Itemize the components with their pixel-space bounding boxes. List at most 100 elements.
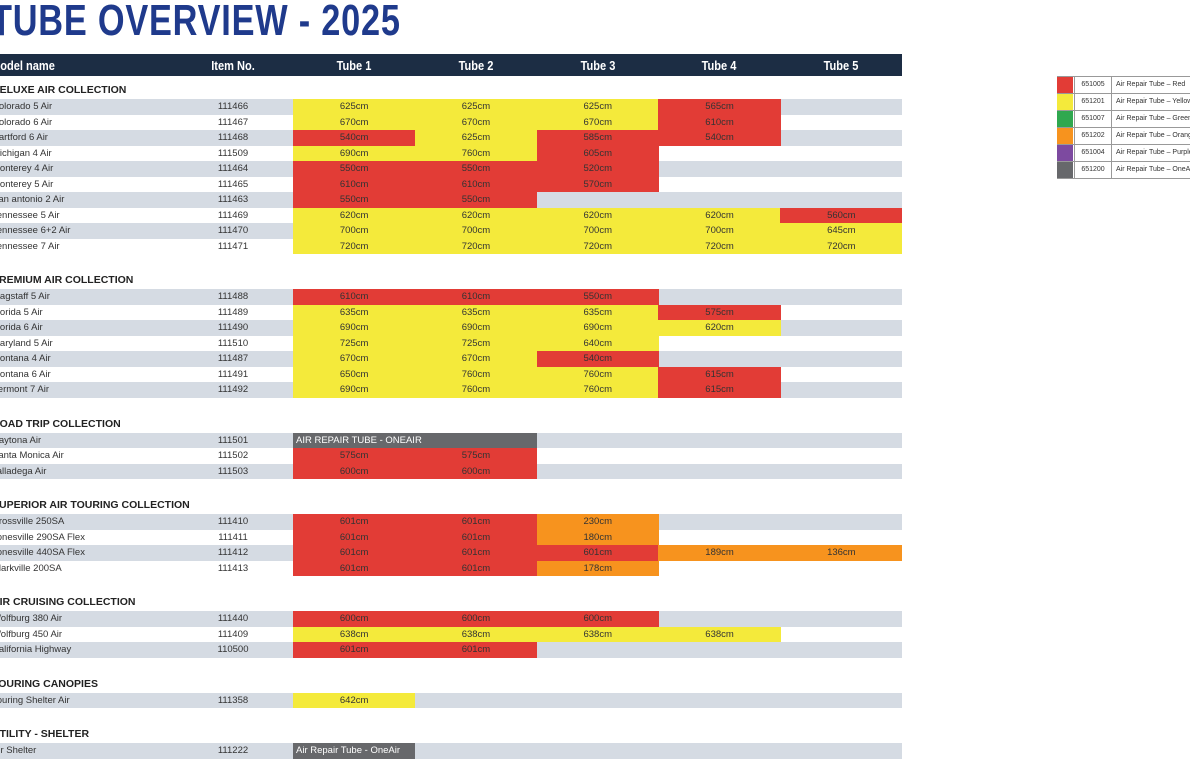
tube-cell: 720cm (780, 238, 903, 254)
row: Tennessee 5 Air111469620cm620cm620cm620c… (0, 207, 903, 223)
model-name: Colorado 5 Air (0, 101, 53, 112)
row: Air Shelter 111222 Air Repair Tube - OneAi… (0, 743, 902, 759)
legend-label: Air Repair Tube – Orange (1116, 132, 1190, 139)
tube-cell: 638cm (293, 626, 416, 642)
legend-row: 651004 Air Repair Tube – Purple (1057, 145, 1190, 162)
tube-cell: 540cm (658, 130, 781, 146)
legend-label: Air Repair Tube – Green (1116, 115, 1190, 122)
legend-label: Air Repair Tube – Purple (1116, 149, 1190, 156)
section: DELUXE AIR COLLECTION Colorado 5 Air 11146… (0, 82, 903, 254)
section-title: AIR CRUISING COLLECTION (0, 596, 136, 608)
model-name: Touring Shelter Air (0, 694, 70, 706)
tube-cell: 635cm (536, 304, 659, 320)
tube-cell: 625cm (536, 99, 659, 115)
item-number: 111468 (217, 132, 249, 143)
section: AIR CRUISING COLLECTION Wolfburg 380 Air 1… (0, 594, 902, 658)
tube-cell (414, 432, 538, 448)
tube-cell: 625cm (414, 99, 538, 115)
model-name: Florida 5 Air (0, 306, 43, 318)
model-name: Michigan 4 Air (0, 147, 52, 159)
model-name: Wolfburg 450 Air (0, 628, 63, 640)
model-name: Hartford 6 Air (0, 132, 48, 143)
tube-cell: 700cm (414, 223, 538, 239)
legend-swatch (1057, 111, 1073, 127)
section: UTILITY - SHELTER Air Shelter 111222 Air Re… (0, 726, 902, 759)
tube-cell: 690cm (293, 145, 416, 161)
tube-cell: 720cm (536, 238, 659, 254)
tube-cell: 550cm (536, 289, 659, 305)
legend-code: 651007 (1074, 111, 1112, 127)
tube-cell: 575cm (293, 448, 416, 464)
tube-cell: 690cm (536, 320, 659, 336)
model-name: Santa Monica Air (0, 450, 64, 461)
tube-cell: 600cm (293, 463, 416, 479)
tube-cell: 178cm (536, 560, 659, 576)
table-header: Model name Item No. Tube 1 Tube 2 Tube 3 Tube… (0, 54, 902, 76)
tube-cell: 670cm (536, 114, 659, 130)
legend-code: 651201 (1074, 94, 1112, 110)
item-number: 111467 (217, 116, 249, 128)
tube-cell: 550cm (293, 161, 416, 177)
legend-label: Air Repair Tube – OneAir (1116, 166, 1190, 173)
item-number: 111222 (217, 745, 249, 756)
item-number: 110500 (217, 644, 249, 655)
item-number: 111490 (217, 322, 249, 333)
tube-cell: 760cm (536, 366, 659, 382)
model-name: Florida 6 Air (0, 322, 43, 333)
tube-cell: 620cm (414, 207, 538, 223)
tube-cell: 670cm (414, 114, 538, 130)
tube-cell: 690cm (293, 382, 416, 398)
tube-cell: 560cm (780, 207, 903, 223)
row: Touring Shelter Air 111358 642cm (0, 692, 902, 708)
tube-cell: 700cm (293, 223, 416, 239)
model-name: Tennessee 7 Air (0, 240, 60, 252)
model-name: Flagstaff 5 Air (0, 291, 50, 302)
section-title: UTILITY - SHELTER (0, 728, 90, 740)
column-header: Tube 4 (701, 58, 737, 73)
item-number: 111463 (217, 194, 249, 205)
model-name: Montana 6 Air (0, 368, 51, 380)
column-header: Tube 5 (823, 58, 859, 73)
tube-cell: 136cm (780, 545, 903, 561)
item-number: 111503 (217, 465, 249, 477)
legend-label: Air Repair Tube – Red (1116, 81, 1186, 88)
model-name: Jonesville 290SA Flex (0, 531, 85, 543)
tube-cell: 638cm (414, 626, 538, 642)
tube-cell: 625cm (414, 130, 538, 146)
tube-cell: 610cm (414, 289, 538, 305)
item-number: 111440 (217, 613, 249, 624)
page-title: TUBE OVERVIEW - 2025 (0, 0, 401, 45)
column-header: Tube 3 (580, 58, 615, 73)
item-number: 111489 (217, 306, 249, 318)
section: SUPERIOR AIR TOURING COLLECTION Crossvill… (0, 497, 903, 576)
model-name: Maryland 5 Air (0, 337, 53, 349)
model-name: Montana 4 Air (0, 353, 51, 364)
tube-cell: 601cm (414, 560, 538, 576)
tube-cell: 601cm (536, 545, 659, 561)
tube-cell: 520cm (536, 161, 659, 177)
column-header: Tube 1 (336, 58, 372, 73)
tube-cell: 540cm (293, 130, 416, 146)
tube-cell: 600cm (414, 611, 538, 627)
item-number: 111465 (217, 178, 249, 190)
tube-cell: 615cm (658, 366, 781, 382)
section-title: PREMIUM AIR COLLECTION (0, 274, 134, 286)
legend-swatch (1057, 145, 1073, 161)
legend-swatch (1057, 128, 1073, 144)
tube-cell: 690cm (293, 320, 416, 336)
tube-cell: 601cm (293, 642, 416, 658)
legend-code: 651200 (1074, 162, 1112, 178)
column-header: Item No. (211, 58, 255, 73)
item-number: 111471 (217, 240, 249, 252)
tube-cell: 610cm (293, 176, 416, 192)
